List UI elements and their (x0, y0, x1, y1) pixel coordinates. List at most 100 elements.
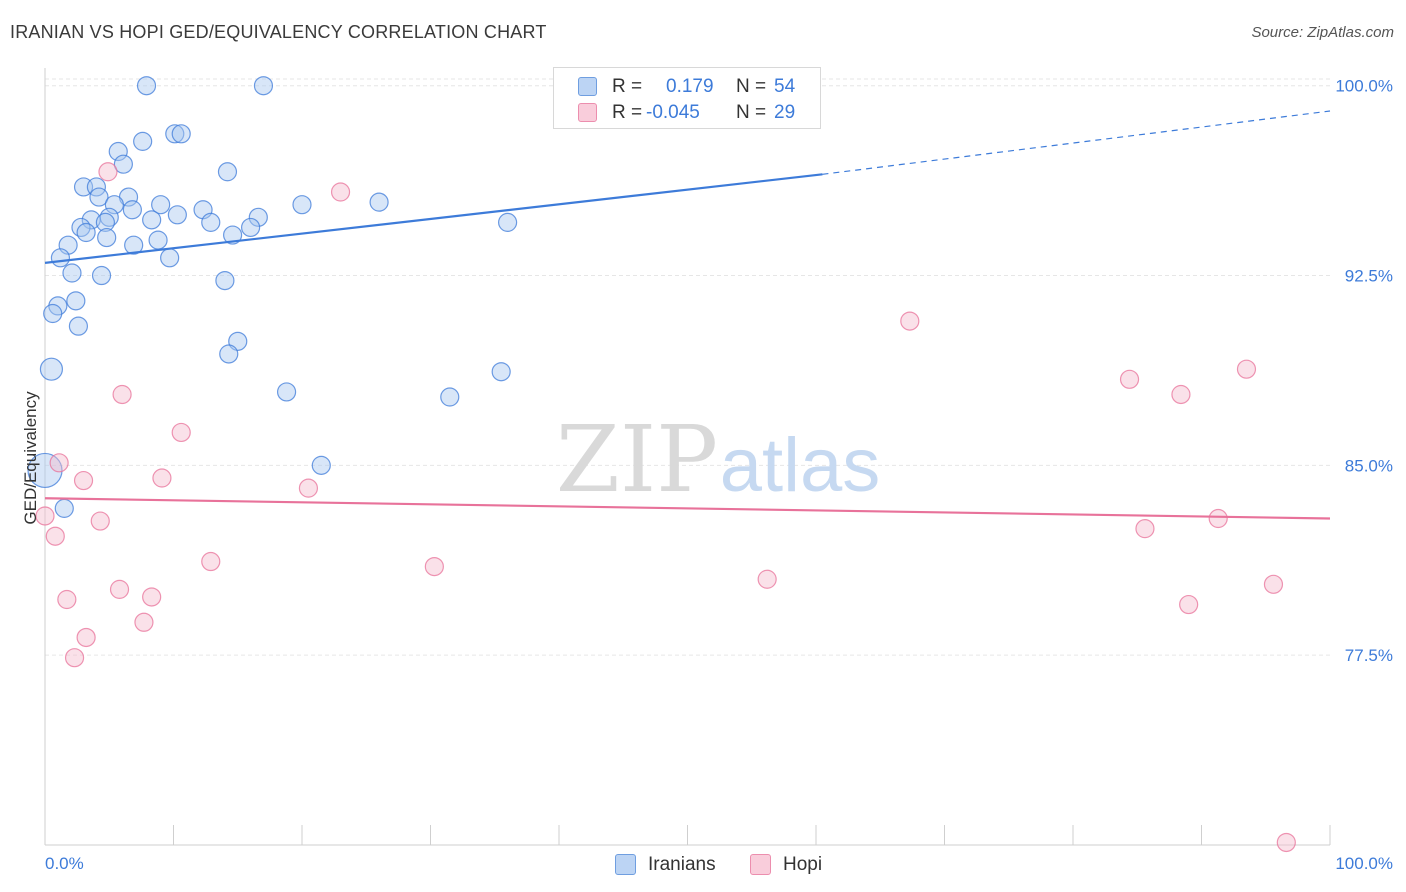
point-iranians (62, 263, 82, 283)
stats-legend: R = 0.179 N = 54 R = -0.045 N = 29 (553, 67, 821, 129)
watermark-atlas: atlas (720, 423, 881, 508)
legend-label-hopi: Hopi (783, 854, 823, 875)
legend-r-label: R = (612, 76, 643, 97)
point-iranians (253, 76, 274, 96)
point-hopi (76, 627, 96, 648)
point-iranians (201, 212, 221, 232)
point-iranians (68, 316, 89, 336)
point-iranians (440, 387, 460, 407)
y-tick-label: 77.5% (1345, 646, 1393, 665)
point-iranians (39, 357, 64, 381)
chart-title: IRANIAN VS HOPI GED/EQUIVALENCY CORRELAT… (10, 22, 547, 42)
point-iranians (491, 362, 511, 382)
point-iranians (241, 217, 261, 238)
point-hopi (1236, 359, 1257, 379)
point-hopi (57, 589, 77, 610)
point-hopi (109, 579, 130, 599)
point-hopi (757, 569, 777, 589)
point-hopi (152, 468, 172, 488)
y-tick-label: 85.0% (1345, 456, 1393, 475)
point-iranians (369, 192, 389, 212)
point-iranians (151, 195, 171, 215)
point-iranians (50, 248, 71, 268)
point-iranians (171, 124, 191, 144)
point-hopi (1135, 519, 1155, 539)
trend-line-iranians (44, 173, 823, 264)
point-hopi (134, 612, 154, 632)
point-iranians (276, 382, 297, 402)
point-hopi (298, 478, 319, 498)
point-iranians (165, 124, 185, 144)
legend-r-value: 0.179 (666, 76, 714, 97)
point-iranians (124, 235, 144, 255)
point-hopi (98, 162, 118, 182)
legend-r-label: R = (612, 102, 643, 123)
point-iranians (113, 154, 133, 174)
y-tick-label: 92.5% (1345, 267, 1393, 286)
trend-lines (44, 110, 1331, 520)
point-iranians (142, 210, 162, 230)
point-hopi (330, 182, 351, 202)
point-hopi (49, 453, 69, 473)
point-hopi (142, 587, 162, 607)
point-hopi (112, 384, 132, 405)
x-tick-label: 100.0% (1335, 854, 1393, 873)
point-iranians (215, 270, 235, 291)
point-iranians (219, 344, 239, 364)
point-iranians (292, 195, 312, 215)
point-iranians (27, 452, 63, 489)
legend-swatch-hopi (750, 854, 771, 875)
legend-swatch-iranians (578, 77, 597, 96)
point-hopi (1119, 369, 1140, 389)
point-hopi (201, 551, 221, 572)
point-hopi (1179, 594, 1199, 615)
point-iranians (223, 225, 243, 245)
point-hopi (90, 511, 110, 531)
legend-n-label: N = (736, 76, 767, 97)
point-iranians (104, 195, 124, 215)
point-hopi (1171, 384, 1191, 405)
legend-n-label: N = (736, 102, 767, 123)
point-iranians (133, 131, 153, 151)
legend-label-iranians: Iranians (648, 854, 716, 875)
tick-labels: 100.0% 92.5% 85.0% 77.5% 0.0% 100.0% (45, 77, 1393, 873)
legend-swatch-iranians (615, 854, 636, 875)
watermark-zip: ZIP (556, 406, 718, 513)
point-hopi (171, 422, 191, 443)
point-iranians (160, 248, 180, 268)
point-iranians (89, 187, 109, 207)
point-iranians (248, 207, 268, 227)
axes (44, 68, 1331, 846)
legend-n-value: 29 (774, 102, 796, 123)
point-iranians (54, 498, 74, 518)
watermark: ZIP atlas (556, 406, 880, 513)
x-tick-label: 0.0% (45, 854, 84, 873)
point-iranians (43, 303, 63, 324)
point-iranians (81, 210, 101, 230)
gridlines (45, 78, 1330, 656)
point-iranians (91, 265, 112, 286)
point-hopi (1263, 574, 1284, 594)
point-iranians (167, 205, 187, 225)
point-iranians (66, 291, 86, 311)
point-hopi (64, 648, 85, 668)
source-label: Source: ZipAtlas.com (1251, 24, 1394, 41)
point-hopi (73, 470, 94, 491)
point-hopi (424, 556, 444, 577)
trend-extension-iranians (822, 110, 1331, 175)
point-iranians (311, 455, 331, 475)
legend-n-value: 54 (774, 76, 796, 97)
point-iranians (148, 230, 168, 250)
point-iranians (498, 212, 518, 232)
point-iranians (97, 227, 117, 248)
series-legend: Iranians Hopi (0, 852, 1406, 878)
point-iranians (122, 200, 142, 220)
legend-r-value: -0.045 (646, 102, 700, 123)
legend-swatch-hopi (578, 103, 597, 122)
point-iranians (76, 222, 96, 243)
y-tick-label: 100.0% (1335, 77, 1393, 96)
point-hopi (45, 526, 65, 546)
point-hopi (900, 311, 920, 331)
point-iranians (217, 162, 238, 182)
